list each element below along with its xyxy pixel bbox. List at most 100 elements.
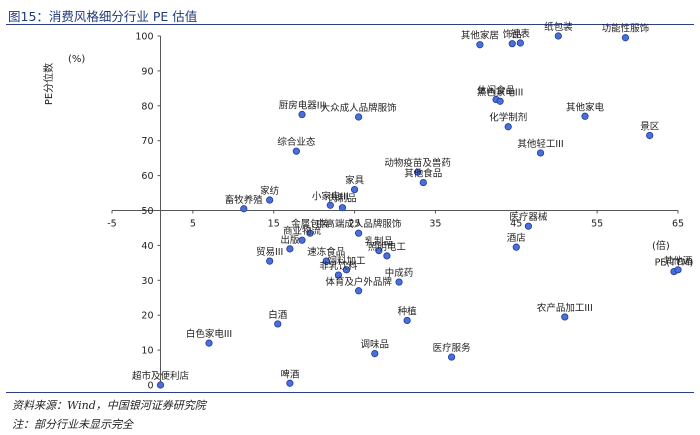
data-label: 化学制剂 (489, 112, 527, 124)
data-point (322, 257, 330, 265)
x-tick-label: 55 (591, 219, 603, 230)
data-point (298, 236, 306, 244)
data-point (621, 34, 630, 42)
data-point (286, 245, 294, 253)
data-label: 中高端成人品牌服饰 (316, 218, 402, 230)
title-divider (6, 24, 694, 25)
data-label: 白酒 (268, 309, 288, 321)
data-label: 饰品 (503, 29, 522, 41)
data-point (298, 110, 306, 119)
data-point (674, 266, 682, 274)
y-axis-label: PE分位数 (42, 63, 55, 105)
data-point (508, 40, 516, 48)
source-note: 资料来源：Wind，中国银河证券研究院 (12, 399, 206, 412)
data-label: 速冻食品 (307, 246, 345, 258)
data-label: 其他轻工III (517, 138, 563, 150)
data-label: 其他家电 (566, 101, 605, 113)
data-label: 动物疫苗及兽药 (384, 157, 451, 169)
scatter-chart: -5 5 15 25 35 45 55 65 0 10 20 30 40 50 60 70 80 90 100 其他… (42, 21, 693, 392)
data-label: 农产品加工III (537, 302, 593, 314)
data-label: 其他酒 (664, 255, 693, 267)
data-point (646, 131, 654, 140)
y-tick-label: 0 (147, 381, 153, 392)
data-label: 医疗服务 (433, 342, 472, 354)
y-tick-label: 40 (141, 241, 153, 252)
data-point (355, 113, 363, 121)
data-label: PE(TTM) (655, 258, 694, 269)
data-label: 非乳饮料 (319, 260, 358, 272)
data-label: 家纺 (260, 185, 280, 197)
data-point (395, 278, 403, 286)
data-point (375, 247, 383, 255)
data-label: 纸包装 (544, 21, 573, 33)
y-tick-label: 20 (141, 311, 153, 322)
data-label: 商业物流 (283, 225, 322, 237)
data-label: 黑色家电III (477, 86, 523, 98)
x-tick-label: -5 (107, 219, 116, 230)
y-axis-unit: (%) (68, 54, 85, 65)
data-point (266, 257, 274, 265)
data-label: 体育及户外品牌 (325, 276, 392, 288)
y-tick-label: 70 (141, 136, 153, 147)
chart-title: 图15：消费风格细分行业 PE 估值 (8, 9, 198, 24)
x-tick-label: 25 (349, 219, 361, 230)
data-label: 综合业态 (277, 136, 316, 148)
y-tick-label: 100 (135, 32, 153, 43)
data-label: 其他食品 (404, 168, 442, 180)
data-point (292, 147, 300, 155)
data-point (414, 168, 422, 176)
data-label: 畜牧养殖 (225, 194, 264, 206)
x-tick-label: 15 (268, 219, 280, 230)
data-point (205, 339, 213, 347)
data-point (286, 379, 294, 387)
data-point (447, 353, 456, 361)
data-label: 照明电工 (368, 241, 407, 253)
data-point (524, 222, 533, 230)
data-point (334, 271, 342, 279)
data-point (383, 252, 391, 260)
data-point (240, 205, 248, 213)
data-points (156, 32, 682, 389)
data-point (419, 178, 427, 187)
data-label: 厨房电器III (279, 100, 325, 112)
y-tick-label: 60 (141, 171, 153, 182)
data-point (350, 185, 359, 194)
data-label: 种植 (398, 305, 418, 317)
data-point (504, 123, 512, 131)
data-point (561, 313, 569, 321)
data-point (496, 97, 504, 105)
data-label: 医疗器械 (509, 211, 548, 223)
data-label: 超市及便利店 (132, 370, 189, 382)
data-label: 金属包装 (291, 218, 330, 230)
data-point (266, 196, 274, 204)
x-tick-label: 45 (510, 219, 522, 230)
data-point (274, 320, 282, 328)
data-point (306, 229, 314, 237)
data-label: 啤酒 (280, 368, 300, 380)
data-point (476, 41, 484, 49)
data-label: 中成药 (385, 267, 414, 279)
data-label: 功能性服饰 (602, 23, 650, 35)
y-tick-label: 30 (141, 276, 153, 287)
data-label: 小家电III (312, 190, 349, 202)
data-point (342, 266, 351, 274)
data-point (403, 316, 411, 325)
y-tick-label: 80 (141, 101, 153, 112)
data-label: 乳制品 (365, 236, 394, 248)
data-label: 大众成人品牌服饰 (321, 102, 397, 114)
data-label: 白色家电III (186, 328, 232, 340)
data-point (554, 32, 562, 40)
data-point (516, 39, 524, 47)
data-label: 钟表 (511, 28, 531, 40)
data-point (355, 287, 363, 295)
tick-labels: -5 5 15 25 35 45 55 65 0 10 20 30 40 50 60 70 80 90 100 (107, 32, 684, 392)
x-tick-label: 5 (190, 219, 196, 230)
data-label: 景区 (640, 121, 660, 132)
y-tick-label: 90 (141, 66, 153, 77)
x-axis-unit: (倍) (652, 239, 670, 252)
data-label: 调味品 (361, 339, 390, 351)
x-tick-label: 65 (672, 219, 684, 230)
data-label: 肉制品 (328, 193, 357, 205)
data-label: 其他家居 (461, 30, 499, 42)
